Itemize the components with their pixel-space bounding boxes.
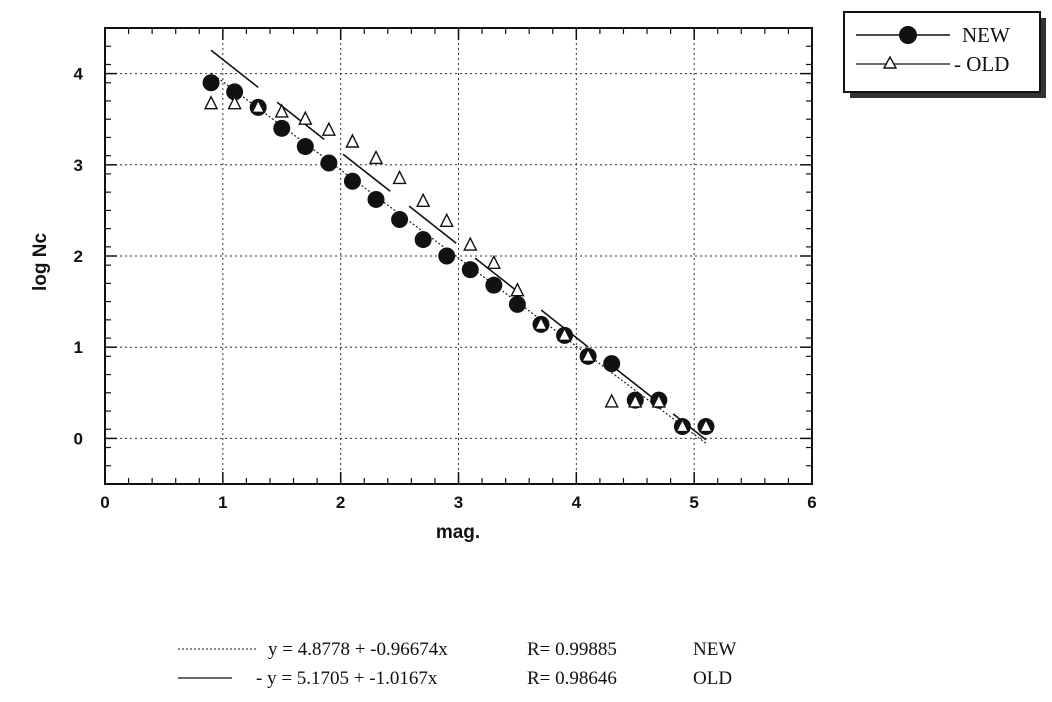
point-old — [580, 347, 596, 363]
point-new — [343, 172, 361, 190]
y-tick-label: 2 — [74, 247, 83, 266]
point-new — [414, 231, 432, 249]
point-old — [486, 254, 501, 269]
x-tick-label: 2 — [336, 493, 345, 512]
y-tick-label: 3 — [74, 156, 83, 175]
point-old — [698, 417, 714, 433]
point-old — [651, 393, 666, 408]
point-new — [202, 74, 220, 92]
point-new — [603, 355, 621, 373]
data-points — [202, 74, 715, 436]
point-new — [438, 247, 456, 265]
fit-lines — [210, 49, 707, 444]
point-old — [416, 192, 431, 207]
legend-new-marker — [899, 26, 917, 44]
point-new — [273, 119, 291, 137]
legend: NEW - OLD — [843, 11, 1046, 98]
point-new — [296, 138, 314, 156]
point-old — [439, 212, 454, 228]
legend-box — [843, 11, 1041, 93]
point-old — [557, 326, 572, 342]
point-new — [320, 154, 338, 172]
point-old — [203, 95, 219, 110]
point-old — [628, 393, 643, 408]
fit-equations: y = 4.8778 + -0.96674x R= 0.99885 NEW - … — [178, 639, 736, 689]
point-old — [463, 236, 478, 251]
point-new — [508, 295, 526, 313]
plot-frame — [104, 27, 813, 485]
x-tick-label: 0 — [100, 493, 109, 512]
point-new — [485, 276, 503, 294]
fit-old-r: R= 0.98646 — [527, 668, 617, 689]
y-tick-label: 0 — [74, 429, 83, 448]
fit-old-name: OLD — [693, 668, 732, 689]
x-tick-label: 1 — [218, 493, 227, 512]
point-old — [533, 315, 549, 331]
y-tick-label: 4 — [74, 65, 84, 84]
x-axis-label: mag. — [436, 522, 480, 543]
fit-new-equation: y = 4.8778 + -0.96674x — [268, 639, 448, 660]
y-axis-label: log Nc — [30, 233, 51, 291]
fit-new-r: R= 0.99885 — [527, 639, 617, 660]
fit-new-name: NEW — [693, 639, 736, 660]
point-old — [368, 149, 384, 165]
x-tick-label: 5 — [689, 493, 698, 512]
point-old — [675, 417, 690, 433]
point-new — [391, 211, 409, 229]
x-tick-label: 6 — [807, 493, 816, 512]
legend-old-label: - OLD — [954, 52, 1009, 76]
point-old — [604, 393, 619, 408]
point-old — [251, 98, 266, 114]
point-old — [510, 282, 525, 297]
legend-old-marker — [882, 55, 898, 69]
point-old — [298, 110, 313, 125]
x-tick-label: 4 — [572, 493, 582, 512]
gridlines — [105, 28, 812, 484]
point-old — [392, 169, 407, 185]
point-old — [321, 121, 337, 136]
point-old — [274, 103, 289, 118]
point-old — [227, 95, 242, 110]
fit-old-equation: - y = 5.1705 + -1.0167x — [256, 668, 438, 689]
fit-line-old — [210, 49, 707, 441]
tick-labels: 0 1 2 3 4 5 6 0 1 2 3 4 — [74, 65, 817, 512]
fit-line-new — [210, 72, 707, 444]
point-new — [226, 83, 244, 101]
x-tick-label: 3 — [454, 493, 463, 512]
point-new — [367, 190, 385, 208]
legend-new-label: NEW — [962, 23, 1010, 47]
y-tick-label: 1 — [74, 338, 83, 357]
point-old — [345, 133, 360, 148]
point-new — [461, 261, 479, 279]
